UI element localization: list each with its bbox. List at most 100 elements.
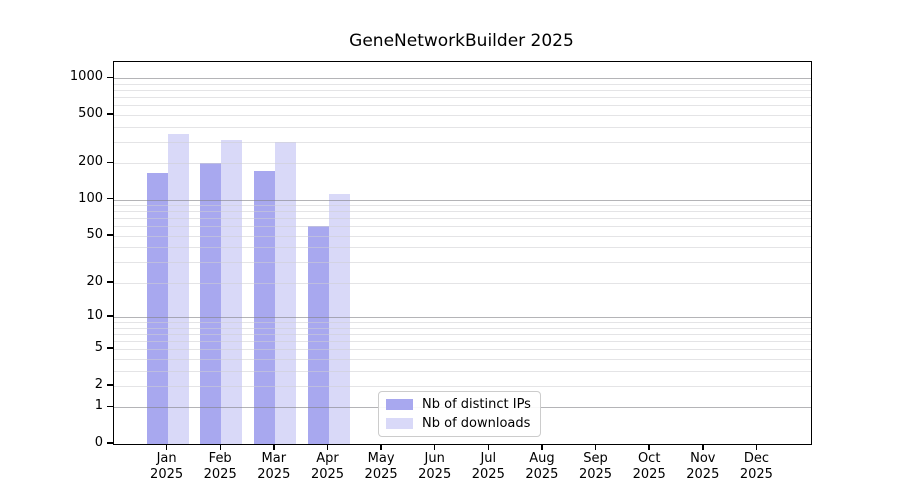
- legend: Nb of distinct IPs Nb of downloads: [378, 391, 541, 437]
- x-tick-month: May: [367, 451, 395, 466]
- minor-gridline: [114, 322, 811, 324]
- x-tick-year: 2025: [150, 467, 184, 482]
- x-tick-month: Nov: [690, 451, 716, 466]
- y-tick-mark: [106, 442, 113, 444]
- x-tick-label: Jan 2025: [140, 451, 194, 483]
- x-tick-month: Jun: [424, 451, 445, 466]
- legend-swatch-downloads: [386, 418, 413, 429]
- major-gridline: [114, 199, 811, 201]
- x-tick-mark: [273, 444, 275, 450]
- x-tick-label: Jun 2025: [408, 451, 462, 483]
- y-tick-mark: [106, 234, 113, 236]
- minor-gridline: [114, 163, 811, 165]
- y-tick-label: 20: [86, 273, 103, 289]
- legend-swatch-distinct-ips: [386, 399, 413, 410]
- x-tick-year: 2025: [364, 467, 398, 482]
- x-tick-label: Nov 2025: [676, 451, 730, 483]
- minor-gridline: [114, 105, 811, 107]
- minor-gridline: [114, 349, 811, 351]
- x-tick-mark: [326, 444, 329, 450]
- x-tick-mark: [487, 444, 490, 450]
- bar-downloads: [221, 140, 243, 444]
- x-tick-mark: [648, 444, 650, 450]
- y-tick-mark: [106, 76, 113, 78]
- minor-gridline: [114, 126, 811, 128]
- x-tick-mark: [755, 444, 758, 450]
- x-tick-mark: [702, 444, 704, 450]
- y-tick-mark: [106, 197, 113, 200]
- x-tick-mark: [594, 444, 597, 450]
- x-tick-label: Sep 2025: [569, 451, 623, 483]
- bar-downloads: [274, 141, 296, 444]
- x-tick-label: May 2025: [354, 451, 408, 483]
- x-tick-month: Jan: [156, 451, 177, 466]
- y-tick-label: 50: [86, 226, 103, 242]
- minor-gridline: [114, 235, 811, 237]
- x-tick-year: 2025: [203, 467, 237, 482]
- legend-label-distinct-ips: Nb of distinct IPs: [422, 397, 531, 412]
- minor-gridline: [114, 226, 811, 228]
- bar-distinct-ips: [253, 170, 275, 444]
- y-tick-label: 10: [86, 308, 103, 324]
- plot-area: [113, 61, 812, 445]
- bar-distinct-ips: [200, 163, 222, 444]
- x-tick-mark: [541, 444, 543, 450]
- minor-gridline: [114, 90, 811, 92]
- bar-downloads: [167, 133, 189, 444]
- x-tick-label: Dec 2025: [729, 451, 783, 483]
- minor-gridline: [114, 211, 811, 213]
- legend-item-downloads: Nb of downloads: [386, 416, 531, 431]
- major-gridline: [114, 317, 811, 319]
- x-tick-mark: [433, 444, 436, 450]
- x-tick-year: 2025: [418, 467, 452, 482]
- minor-gridline: [114, 247, 811, 249]
- x-tick-year: 2025: [525, 467, 559, 482]
- x-tick-month: Apr: [316, 451, 339, 466]
- minor-gridline: [114, 97, 811, 99]
- x-tick-mark: [380, 444, 382, 450]
- minor-gridline: [114, 327, 811, 329]
- x-tick-year: 2025: [686, 467, 720, 482]
- minor-gridline: [114, 218, 811, 220]
- bar-downloads: [328, 194, 350, 444]
- x-tick-label: Feb 2025: [193, 451, 247, 483]
- legend-item-distinct-ips: Nb of distinct IPs: [386, 397, 531, 412]
- x-tick-year: 2025: [257, 467, 291, 482]
- x-tick-mark: [165, 444, 168, 450]
- minor-gridline: [114, 262, 811, 264]
- x-tick-year: 2025: [310, 467, 345, 482]
- x-tick-year: 2025: [632, 467, 666, 482]
- minor-gridline: [114, 141, 811, 143]
- x-tick-mark: [219, 444, 221, 450]
- y-tick-mark: [106, 281, 113, 283]
- x-tick-month: Oct: [637, 451, 661, 466]
- x-tick-year: 2025: [471, 467, 505, 482]
- x-tick-label: Oct 2025: [622, 451, 676, 483]
- minor-gridline: [114, 114, 811, 116]
- minor-gridline: [114, 370, 811, 372]
- chart-title: GeneNetworkBuilder 2025: [349, 31, 574, 51]
- x-tick-label: Aug 2025: [515, 451, 569, 483]
- major-gridline: [114, 78, 811, 80]
- minor-gridline: [114, 341, 811, 342]
- x-tick-month: Feb: [208, 451, 232, 466]
- y-tick-label: 100: [78, 190, 103, 206]
- y-tick-mark: [106, 113, 113, 115]
- x-tick-year: 2025: [739, 467, 773, 482]
- minor-gridline: [114, 205, 811, 207]
- y-tick-label: 0: [94, 435, 103, 450]
- y-tick-label: 500: [78, 105, 103, 121]
- legend-label-downloads: Nb of downloads: [422, 416, 531, 431]
- x-tick-month: Jul: [480, 451, 497, 466]
- y-tick-mark: [106, 384, 113, 386]
- y-tick-label: 5: [94, 340, 103, 356]
- x-tick-month: Dec: [743, 451, 769, 466]
- y-tick-mark: [106, 347, 113, 349]
- minor-gridline: [114, 333, 811, 335]
- y-tick-mark: [106, 161, 113, 163]
- y-tick-label: 200: [78, 154, 103, 170]
- y-tick-label: 1: [94, 398, 103, 414]
- x-tick-label: Apr 2025: [301, 451, 355, 483]
- bar-distinct-ips: [146, 173, 168, 444]
